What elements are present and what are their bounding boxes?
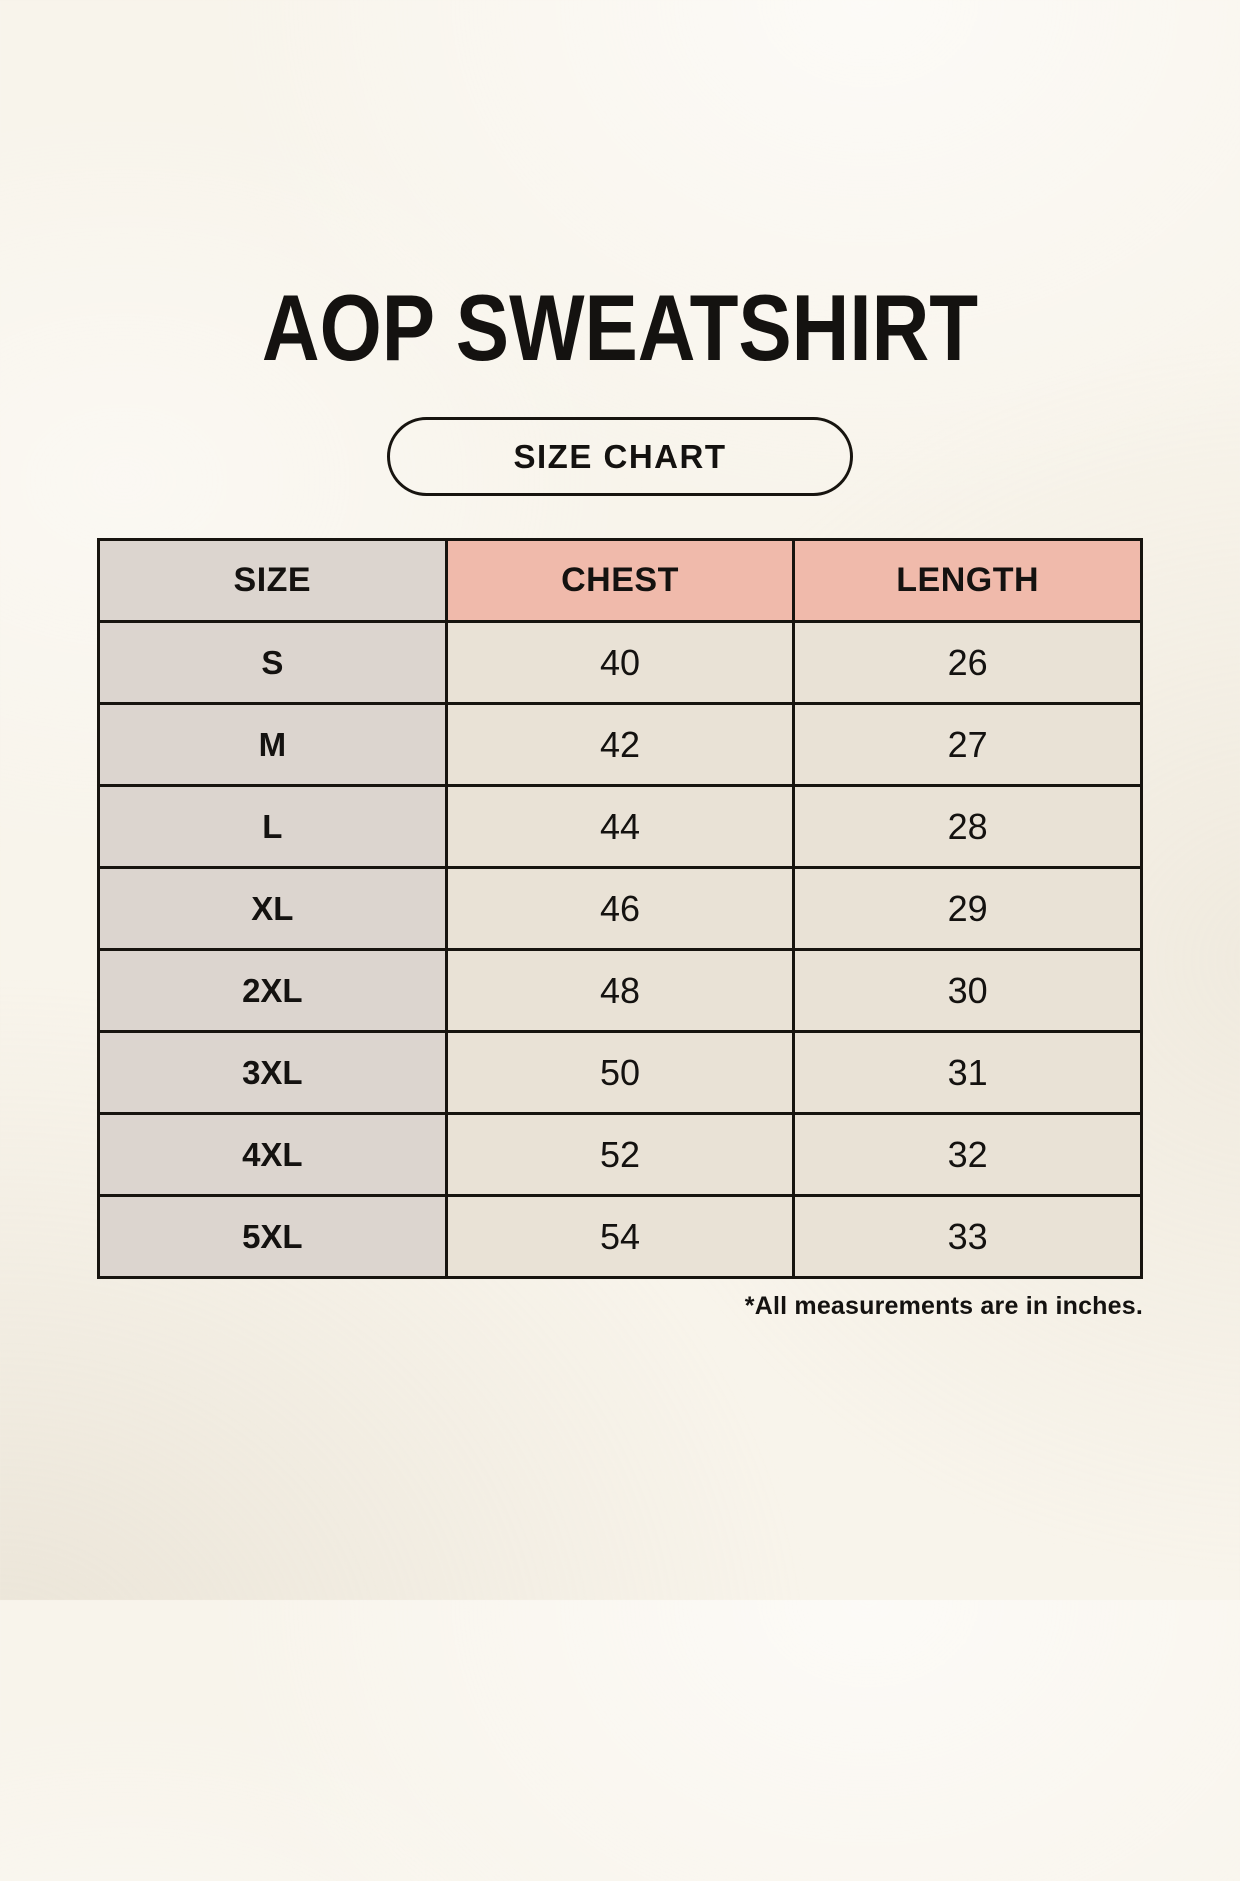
size-chart-badge-label: SIZE CHART [513, 437, 727, 475]
size-cell: XL [97, 866, 448, 951]
chest-cell: 46 [444, 866, 796, 951]
table-header: SIZE CHEST LENGTH [97, 538, 1143, 623]
chest-cell: 42 [444, 702, 796, 787]
chest-cell: 48 [444, 948, 796, 1033]
column-header-size: SIZE [97, 538, 448, 623]
table-row: 4XL 52 32 [97, 1112, 1143, 1197]
length-cell: 30 [792, 948, 1143, 1033]
size-cell: L [97, 784, 448, 869]
size-cell: 4XL [97, 1112, 448, 1197]
length-cell: 33 [792, 1194, 1143, 1279]
table-row: S 40 26 [97, 620, 1143, 705]
measurements-footnote: *All measurements are in inches. [744, 1292, 1143, 1320]
table-row: M 42 27 [97, 702, 1143, 787]
length-cell: 27 [792, 702, 1143, 787]
table-row: 2XL 48 30 [97, 948, 1143, 1033]
table-row: 3XL 50 31 [97, 1030, 1143, 1115]
chest-cell: 50 [444, 1030, 796, 1115]
column-header-length: LENGTH [792, 538, 1143, 623]
length-cell: 32 [792, 1112, 1143, 1197]
size-cell: 3XL [97, 1030, 448, 1115]
length-cell: 29 [792, 866, 1143, 951]
size-cell: 2XL [97, 948, 448, 1033]
size-chart-badge: SIZE CHART [387, 417, 853, 496]
table-row: XL 46 29 [97, 866, 1143, 951]
length-cell: 26 [792, 620, 1143, 705]
size-cell: S [97, 620, 448, 705]
size-cell: M [97, 702, 448, 787]
header-row: SIZE CHEST LENGTH [97, 538, 1143, 623]
table-row: 5XL 54 33 [97, 1194, 1143, 1279]
table-body: S 40 26 M 42 27 L 44 28 XL 46 29 2XL 48 … [97, 620, 1143, 1279]
length-cell: 31 [792, 1030, 1143, 1115]
page-title: AOP SWEATSHIRT [261, 275, 979, 380]
table-row: L 44 28 [97, 784, 1143, 869]
column-header-chest: CHEST [444, 538, 796, 623]
size-cell: 5XL [97, 1194, 448, 1279]
chest-cell: 44 [444, 784, 796, 869]
length-cell: 28 [792, 784, 1143, 869]
chest-cell: 40 [444, 620, 796, 705]
chest-cell: 52 [444, 1112, 796, 1197]
size-chart-table: SIZE CHEST LENGTH S 40 26 M 42 27 L 44 2… [97, 538, 1143, 1279]
chest-cell: 54 [444, 1194, 796, 1279]
